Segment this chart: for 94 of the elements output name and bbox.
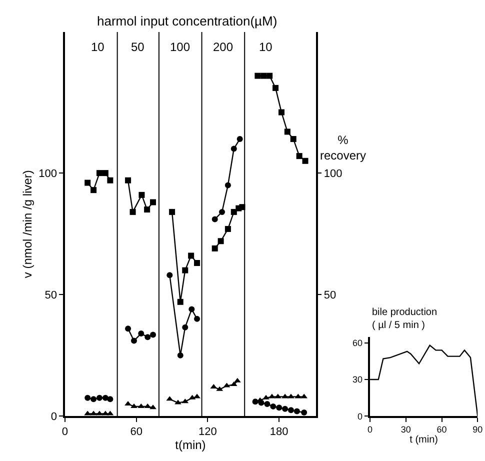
point (124, 401, 132, 406)
point (130, 403, 138, 408)
point (236, 136, 243, 142)
point (182, 267, 188, 274)
point (264, 401, 270, 408)
y2-tick-label: 50 (324, 289, 336, 302)
point (301, 410, 308, 416)
point (150, 332, 156, 338)
annotation: 10 (91, 40, 105, 54)
y-tick-label: 50 (44, 289, 58, 302)
point (150, 199, 156, 206)
annotation: 200 (213, 40, 234, 54)
point (169, 208, 176, 215)
point (174, 400, 182, 404)
x-tick-label: 60 (436, 424, 447, 435)
x-tick-label: 30 (400, 424, 411, 435)
point (266, 72, 273, 79)
point (188, 252, 194, 259)
point (288, 394, 294, 398)
point (90, 396, 97, 402)
point (138, 192, 145, 198)
y-tick-label: 0 (357, 411, 362, 422)
annotation: 100 (170, 40, 190, 54)
point (302, 158, 308, 164)
point (268, 394, 276, 398)
point (252, 398, 258, 405)
point (224, 182, 231, 188)
point (182, 324, 188, 330)
annotation: 10 (259, 40, 273, 54)
annotation: 50 (131, 40, 145, 54)
y-axis-title: bile production ( µl / 5 min ) (372, 307, 438, 331)
y-tick-label: 0 (50, 411, 58, 424)
point (90, 410, 97, 416)
point (212, 216, 218, 222)
point (102, 170, 108, 176)
point (272, 84, 279, 91)
point (290, 136, 296, 142)
point (276, 404, 282, 411)
point (188, 306, 195, 312)
point (282, 406, 288, 412)
point (212, 245, 218, 252)
point (84, 394, 91, 401)
point (107, 396, 114, 402)
point (107, 177, 114, 184)
point (230, 146, 237, 152)
point (294, 408, 300, 414)
y2-axis-title: % recovery (320, 133, 366, 163)
point (125, 177, 132, 184)
x-tick-label: 60 (130, 426, 142, 438)
point (234, 378, 241, 382)
x-tick-label: 180 (270, 426, 288, 438)
x-tick-label: 0 (368, 424, 373, 435)
x-tick-label: 120 (198, 426, 217, 438)
point (90, 187, 97, 194)
point (130, 338, 137, 344)
point (288, 407, 294, 414)
x-tick-label: 90 (472, 424, 483, 435)
point (254, 72, 261, 79)
point (125, 326, 132, 332)
chart-title: harmol input concentration(µM) (97, 13, 278, 28)
point (144, 334, 151, 340)
point (218, 238, 224, 244)
point (194, 394, 200, 398)
point (270, 403, 276, 410)
point (150, 404, 156, 410)
point (284, 128, 290, 135)
point (138, 330, 144, 336)
point (296, 153, 302, 160)
point (130, 208, 136, 215)
point (224, 226, 231, 232)
point (219, 208, 225, 215)
y-axis-title: v (nmol /min /g liver) (20, 170, 34, 278)
point (96, 394, 102, 401)
y-tick-label: 30 (352, 374, 362, 385)
x-axis-title: t (min) (410, 434, 438, 446)
y-tick-label: 100 (38, 168, 58, 180)
point (194, 316, 200, 322)
point (262, 394, 270, 400)
y2-tick-label: 100 (324, 168, 342, 180)
point (84, 180, 91, 186)
y-tick-label: 60 (352, 338, 362, 348)
point (102, 394, 108, 401)
point (96, 410, 103, 416)
point (144, 206, 150, 213)
point (278, 109, 284, 116)
point (96, 170, 102, 176)
point (177, 352, 184, 358)
point (260, 72, 267, 79)
x-tick-label: 0 (62, 426, 68, 438)
point (194, 260, 200, 266)
point (177, 298, 184, 305)
point (166, 272, 173, 278)
x-axis-title: t(min) (175, 438, 206, 452)
point (282, 394, 288, 398)
